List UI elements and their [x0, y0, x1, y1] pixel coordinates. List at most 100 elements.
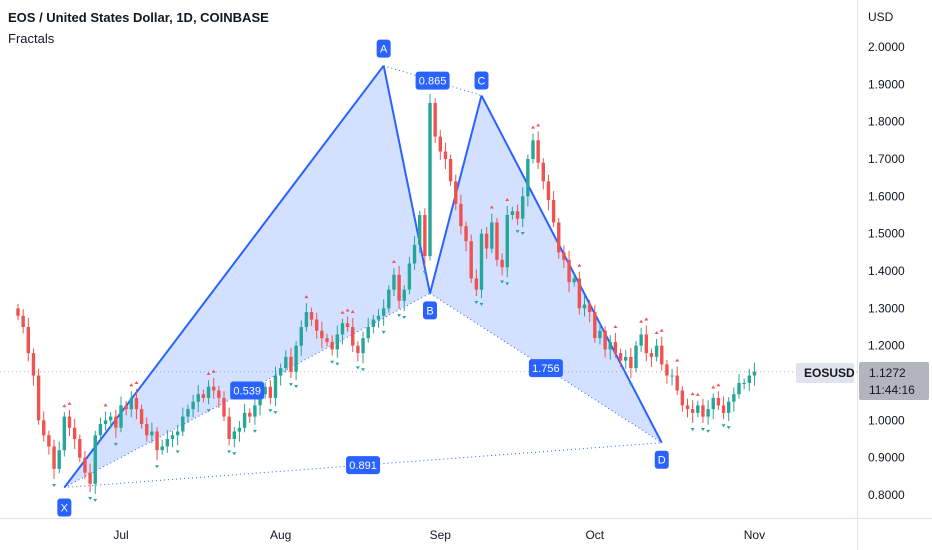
candle [675, 358, 680, 395]
ratio-label-badge [346, 456, 381, 475]
candle-body [150, 431, 154, 436]
candle [577, 263, 582, 315]
candle-body [181, 416, 185, 432]
candle [47, 430, 51, 455]
candle-body [526, 159, 530, 197]
fractal-down-marker [355, 366, 360, 370]
candle [443, 142, 448, 170]
candle [685, 398, 690, 418]
candle [649, 348, 654, 367]
fractal-up-marker [644, 317, 649, 321]
candle-body [505, 215, 509, 268]
candle-body [742, 383, 746, 384]
candle [98, 417, 103, 440]
point-label-a: A [376, 39, 391, 58]
fractal-up-marker [103, 403, 108, 407]
candle-body [325, 338, 329, 342]
pattern-leg-ab [382, 65, 431, 294]
candle [479, 229, 484, 306]
fractal-down-marker [268, 409, 273, 413]
candle [690, 392, 695, 431]
candle-body [103, 420, 108, 425]
candle [155, 427, 160, 469]
chart-title: EOS / United States Dollar, 1D, COINBASE [8, 10, 269, 25]
pattern-triangle-bcd [430, 95, 662, 443]
candle [288, 347, 293, 387]
fractal-down-marker [88, 497, 93, 501]
candle-body [175, 431, 180, 436]
point-label-badge [474, 71, 489, 90]
candle [366, 318, 370, 343]
candle [186, 404, 190, 423]
candle-body [376, 315, 381, 320]
candle-body [222, 397, 226, 417]
candle [644, 317, 649, 362]
candle-body [191, 401, 195, 410]
candle [639, 319, 644, 353]
point-label-b: B [423, 301, 437, 320]
point-label-text: X [61, 503, 69, 515]
fractal-up-marker [62, 404, 67, 408]
fractal-up-marker [304, 295, 309, 299]
candle-body [278, 368, 283, 376]
candle-body [52, 446, 56, 469]
candle-body [690, 409, 695, 413]
candle [268, 380, 273, 413]
point-label-c: C [474, 71, 489, 90]
candle [78, 434, 82, 463]
candle-body [62, 416, 67, 451]
fractal-down-marker [479, 302, 484, 306]
candle [278, 363, 283, 386]
candle [572, 273, 576, 287]
fractal-up-marker [536, 123, 541, 127]
candle [284, 350, 288, 373]
candle [42, 411, 46, 442]
candle [546, 174, 551, 211]
point-label-badge [376, 39, 391, 58]
candle [624, 350, 628, 369]
candle [608, 335, 612, 360]
candle [670, 368, 674, 386]
candle [695, 392, 700, 418]
candle [16, 303, 20, 321]
ratio-label-text: 1.756 [532, 363, 560, 375]
candle [567, 250, 571, 293]
candle-body [551, 200, 556, 223]
candle [145, 417, 149, 442]
candle-body [119, 405, 123, 428]
candle [340, 310, 345, 345]
candle [52, 439, 57, 487]
candle [433, 98, 437, 143]
fractal-up-marker [577, 263, 582, 267]
candle [484, 226, 489, 259]
candle [428, 86, 432, 261]
candle [726, 397, 731, 430]
fractal-down-marker [721, 424, 726, 428]
candle-body [721, 405, 726, 413]
candle [520, 187, 525, 235]
fractal-up-marker [129, 383, 134, 387]
candle-body [315, 319, 319, 331]
last-price-tag [859, 362, 929, 400]
candle-body [613, 341, 618, 354]
candle [299, 320, 303, 356]
candle [103, 403, 108, 431]
candle [355, 341, 360, 370]
ratio-label-badge [528, 359, 563, 378]
fractal-up-marker [654, 330, 659, 334]
candle-body [31, 353, 36, 376]
fractal-up-marker [505, 198, 510, 202]
candle [387, 285, 391, 313]
candle-body [242, 412, 247, 428]
candle [294, 341, 299, 389]
indicator-label[interactable]: Fractals [8, 31, 55, 46]
candle-body [109, 416, 113, 421]
fractal-up-marker [391, 260, 396, 264]
candle-body [258, 394, 262, 406]
fractal-down-marker [227, 450, 232, 454]
y-tick-label: 1.3000 [868, 301, 905, 315]
candle-body [495, 222, 499, 260]
x-tick-label: Sep [430, 528, 452, 542]
candle-body [747, 375, 751, 383]
